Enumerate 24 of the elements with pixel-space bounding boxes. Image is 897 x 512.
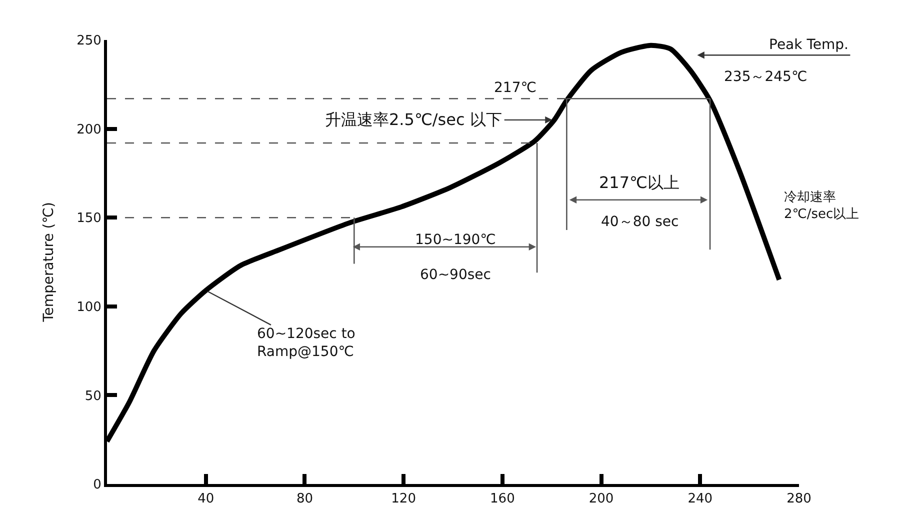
y-tick-label: 250 xyxy=(76,34,102,49)
x-tick-label: 200 xyxy=(588,492,614,507)
annotation: 235～245℃ xyxy=(724,69,808,85)
x-tick-label: 160 xyxy=(490,492,515,507)
annotation: 217℃ xyxy=(494,80,536,96)
x-tick-label: 40 xyxy=(198,492,214,507)
annotation: Peak Temp. xyxy=(769,37,848,53)
x-tick-label: 120 xyxy=(391,492,416,507)
annotation: 60~120sec to Ramp@150℃ xyxy=(257,326,356,360)
annotation: 60~90sec xyxy=(420,267,491,283)
x-tick-label: 280 xyxy=(786,492,812,507)
x-tick-label: 80 xyxy=(296,492,313,507)
y-tick-label: 200 xyxy=(76,122,102,138)
annotation: 150~190℃ xyxy=(415,232,496,248)
y-axis-title: Temperature (℃) xyxy=(41,202,58,323)
annotation: 升温速率2.5℃/sec 以下 xyxy=(325,110,502,129)
y-tick-label: 100 xyxy=(76,300,102,315)
annotation: 冷却速率 2℃/sec以上 xyxy=(784,189,860,222)
x-tick-label: 240 xyxy=(688,492,713,507)
y-tick-label: 0 xyxy=(93,478,102,493)
annotation: 40～80 sec xyxy=(601,214,679,230)
y-tick-label: 150 xyxy=(76,211,102,226)
y-tick-label: 50 xyxy=(84,388,102,404)
annotation: 217℃以上 xyxy=(599,173,680,192)
